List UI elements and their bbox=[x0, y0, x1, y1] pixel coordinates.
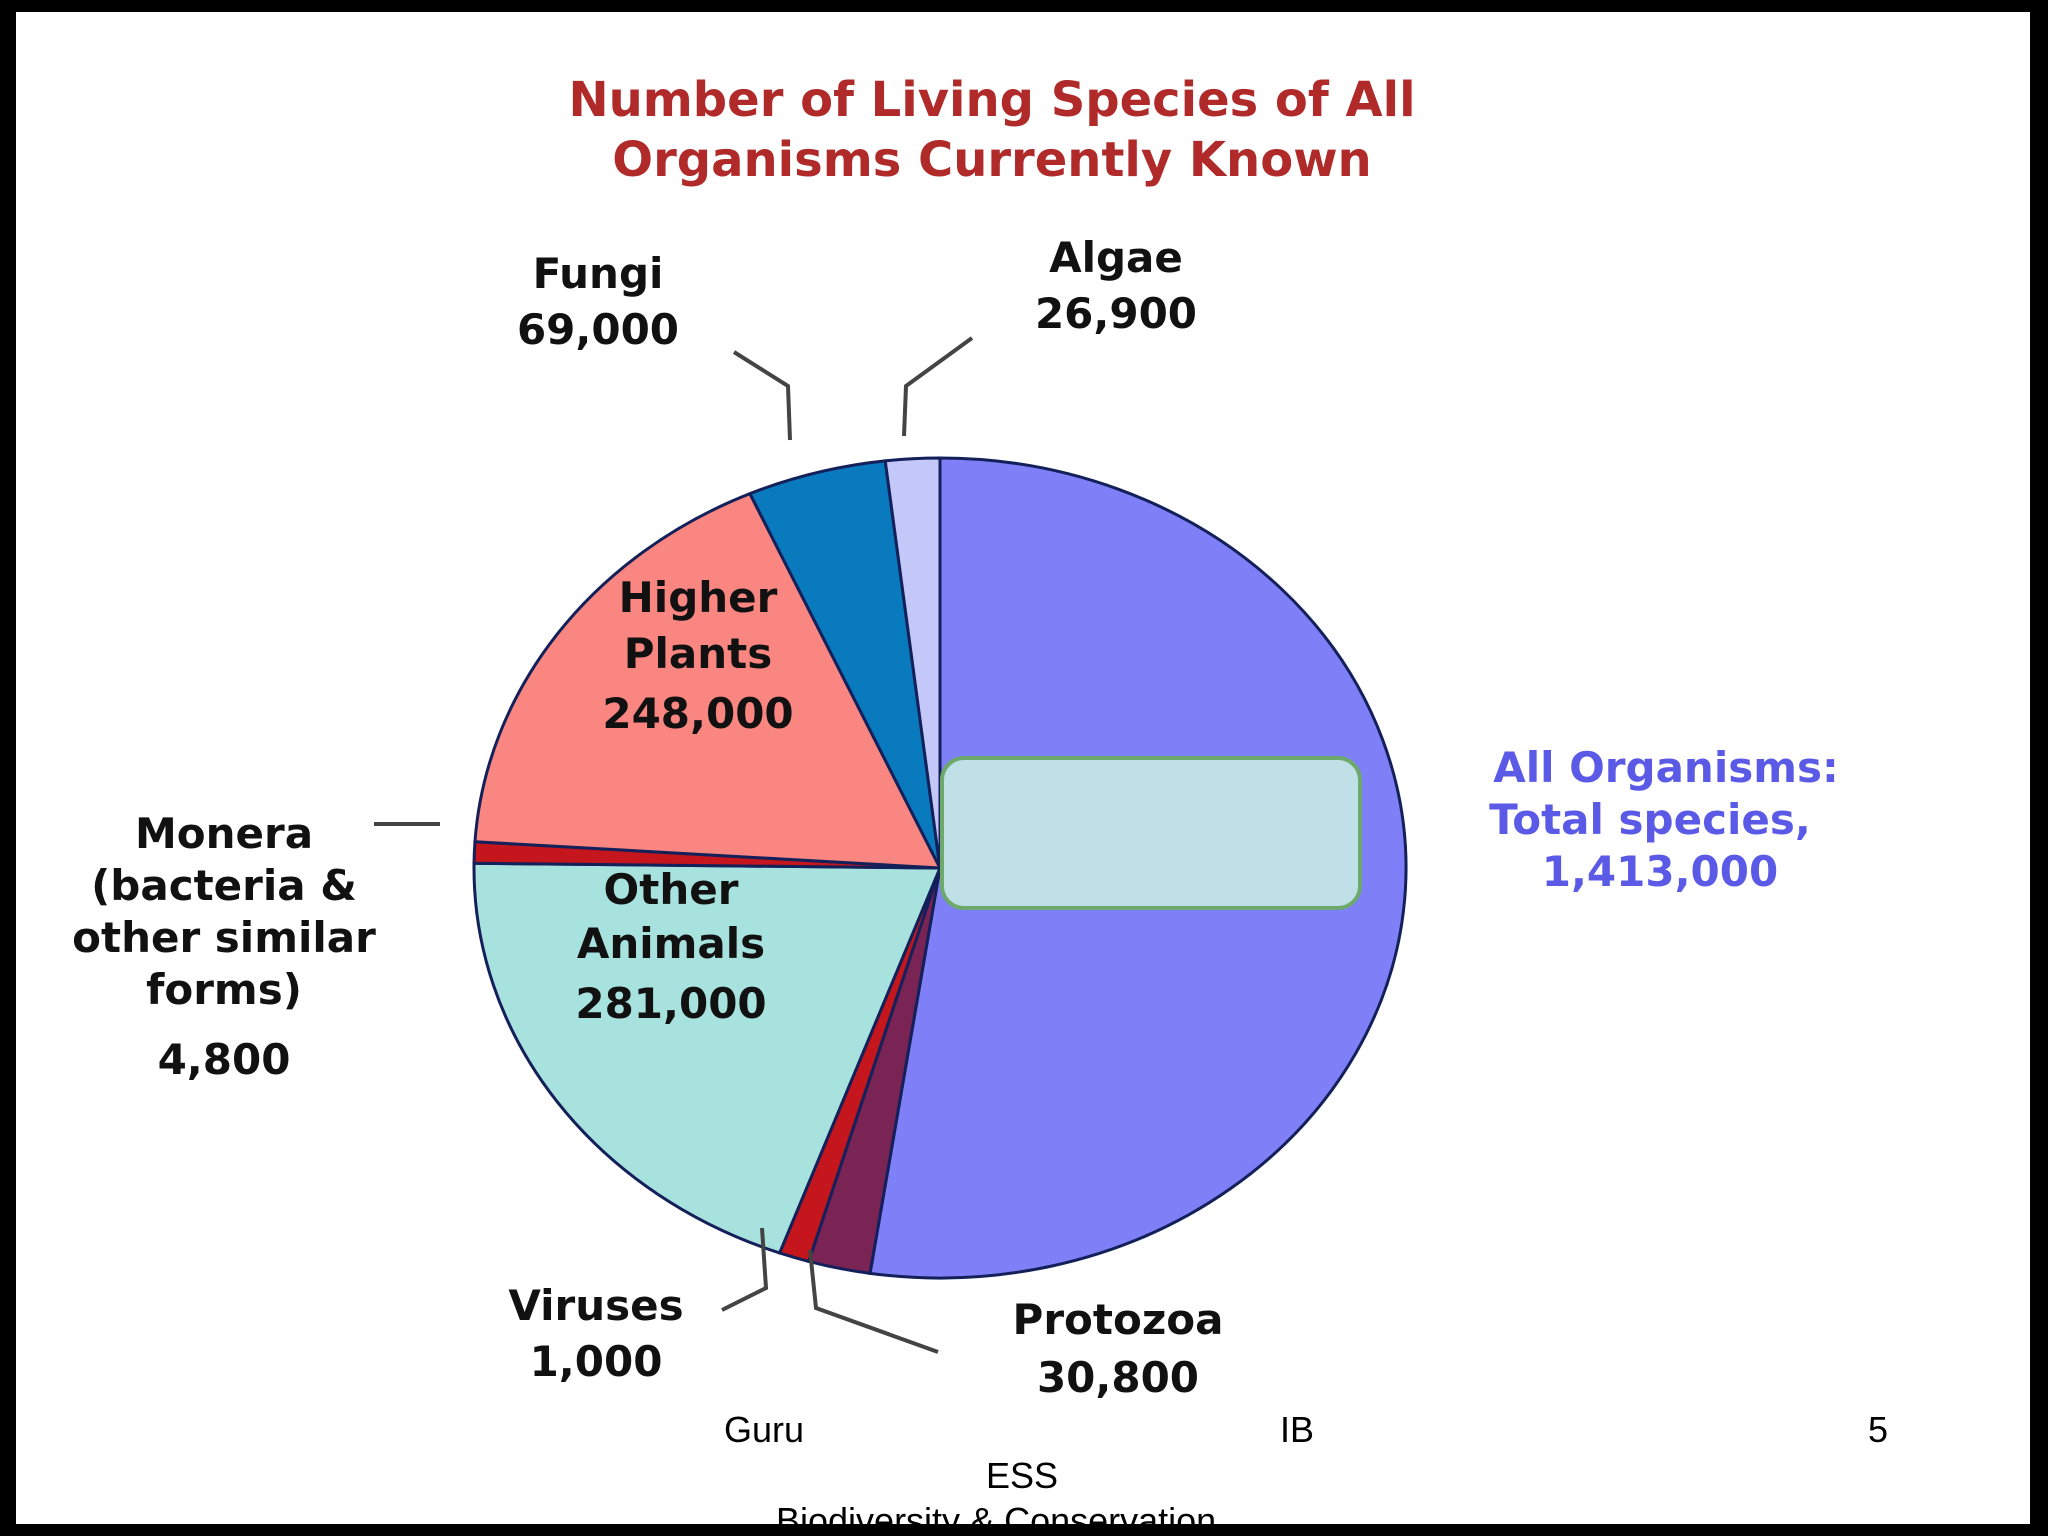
label-other-animals-line-2: Animals bbox=[577, 919, 765, 968]
label-higher-plants-line-1: Higher bbox=[619, 573, 778, 622]
chart-title-line-2: Organisms Currently Known bbox=[612, 132, 1371, 188]
label-algae-value: 26,900 bbox=[1035, 289, 1197, 338]
leader-line-viruses bbox=[721, 1227, 769, 1312]
label-viruses-value: 1,000 bbox=[530, 1337, 663, 1386]
slide: Number of Living Species of All Organism… bbox=[16, 12, 2030, 1524]
label-algae-name: Algae bbox=[1049, 233, 1183, 282]
label-higher-plants-line-2: Plants bbox=[624, 629, 773, 678]
pie-slices bbox=[472, 456, 1408, 1280]
pie-slice-algae bbox=[883, 456, 942, 869]
chart-title-line-1: Number of Living Species of All bbox=[568, 72, 1415, 128]
label-protozoa-name: Protozoa bbox=[1013, 1295, 1224, 1344]
label-monera-line-3: other similar bbox=[72, 913, 376, 962]
leader-line-fungi bbox=[732, 350, 792, 441]
total-label-value: 1,413,000 bbox=[1542, 847, 1778, 896]
label-fungi-value: 69,000 bbox=[517, 305, 679, 354]
pie-slice-other-animals bbox=[472, 861, 943, 1255]
total-label-line-1: All Organisms: bbox=[1493, 743, 1839, 792]
footer-author: Guru bbox=[724, 1409, 805, 1450]
label-higher-plants-value: 248,000 bbox=[602, 689, 793, 738]
label-other-animals-value: 281,000 bbox=[575, 979, 766, 1028]
pie-chart: Number of Living Species of All Organism… bbox=[72, 72, 1839, 1402]
footer-page-number: 5 bbox=[1868, 1409, 1889, 1450]
label-fungi-name: Fungi bbox=[533, 249, 664, 298]
leader-line-protozoa bbox=[808, 1249, 939, 1354]
overlay-box bbox=[940, 756, 1362, 910]
footer-course: IB bbox=[1280, 1409, 1315, 1450]
label-monera-line-4: forms) bbox=[146, 965, 302, 1014]
label-other-animals-line-1: Other bbox=[604, 865, 739, 914]
pie-slice-higher-plants bbox=[473, 491, 943, 870]
label-protozoa-value: 30,800 bbox=[1037, 1353, 1199, 1402]
label-monera-value: 4,800 bbox=[158, 1035, 291, 1084]
label-monera-line-2: (bacteria & bbox=[91, 861, 357, 910]
label-monera-line-1: Monera bbox=[135, 809, 313, 858]
label-viruses-name: Viruses bbox=[508, 1281, 683, 1330]
leader-line-algae bbox=[902, 336, 974, 437]
footer-subject: ESS bbox=[986, 1455, 1059, 1496]
total-label-line-2: Total species, bbox=[1489, 795, 1811, 844]
footer-topic: Biodiversity & Conservation bbox=[776, 1500, 1217, 1524]
